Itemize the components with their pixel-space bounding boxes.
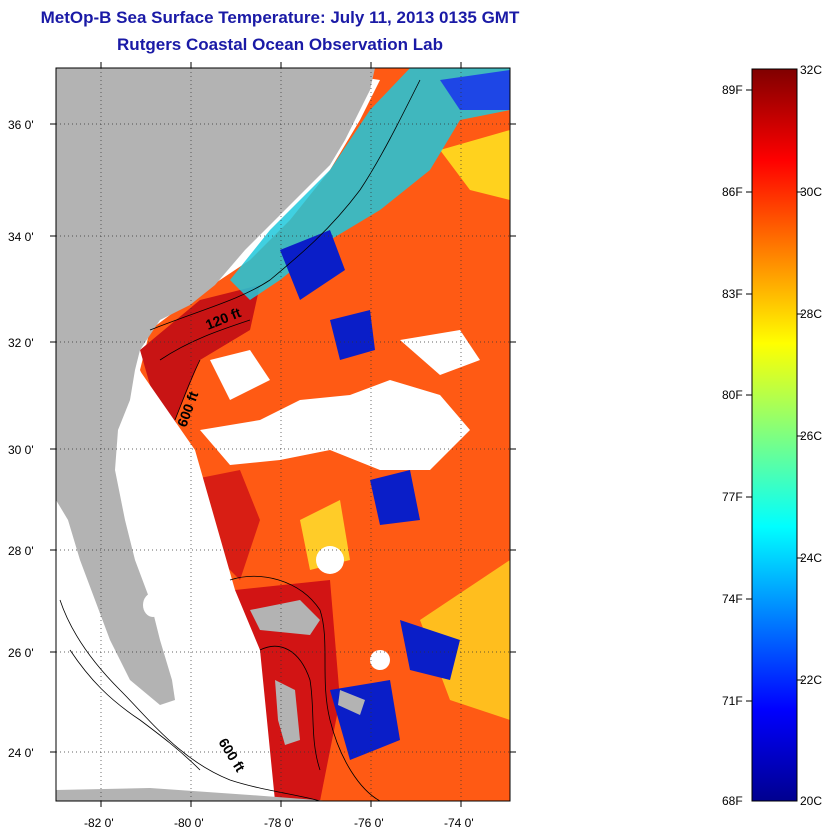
bahamas-island-3 [338,690,365,715]
lon-label: -74 0' [444,816,474,830]
map-ticks [50,62,516,807]
colorbar-f-label: 68F [722,794,743,808]
colorbar-f-label: 89F [722,83,743,97]
sst-mid-patch-1 [440,130,510,200]
bahamas-island-2 [250,600,320,635]
colorbar-gradient [751,68,798,802]
lat-label: 30 0' [8,443,34,457]
lat-label: 24 0' [8,746,34,760]
sst-cool-patch-6 [440,70,510,110]
lon-label: -82 0' [84,816,114,830]
sst-cool-patch-1 [280,230,345,300]
cloud-mask-3 [210,350,270,400]
bathymetry-contours [59,79,421,801]
cloud-mask-1 [200,380,470,470]
lake-okeechobee [143,593,163,617]
colorbar: 89F 86F 83F 80F 77F 74F 71F 68F 32C 30C … [722,63,822,808]
colorbar-c-label: 28C [800,307,822,321]
sst-mid-patch-2 [420,560,510,720]
colorbar-c-label: 30C [800,185,822,199]
sst-cool-patch-4 [400,620,460,680]
colorbar-f-label: 71F [722,694,743,708]
cloud-mask-2 [400,330,480,375]
map-frame [55,67,511,802]
colorbar-f-label: 77F [722,490,743,504]
cuba-edge [56,788,330,801]
map-subtitle: Rutgers Coastal Ocean Observation Lab [117,35,443,54]
longitude-labels: -82 0' -80 0' -78 0' -76 0' -74 0' [84,816,474,830]
colorbar-c-label: 32C [800,63,822,77]
colorbar-ticks [746,89,803,702]
cloud-mask-4 [370,650,390,670]
sst-cool-patch-2 [330,310,375,360]
cloud-mask-5 [316,546,344,574]
lat-label: 34 0' [8,230,34,244]
colorbar-f-label: 80F [722,388,743,402]
land-mass [56,68,375,705]
lon-label: -80 0' [174,816,204,830]
colorbar-f-label: 86F [722,185,743,199]
colorbar-c-label: 24C [800,551,822,565]
colorbar-f-label: 74F [722,592,743,606]
map-title: MetOp-B Sea Surface Temperature: July 11… [40,8,520,27]
sst-cool-patch-3 [370,470,420,525]
map-panel [56,68,510,801]
colorbar-c-label: 20C [800,794,822,808]
colorbar-c-label: 22C [800,673,822,687]
latitude-labels: 36 0' 34 0' 32 0' 30 0' 28 0' 26 0' 24 0… [8,118,34,760]
lat-label: 28 0' [8,544,34,558]
lat-label: 32 0' [8,336,34,350]
lon-label: -76 0' [354,816,384,830]
colorbar-f-label: 83F [722,287,743,301]
lat-label: 26 0' [8,646,34,660]
lon-label: -78 0' [264,816,294,830]
colorbar-c-label: 26C [800,429,822,443]
lat-label: 36 0' [8,118,34,132]
